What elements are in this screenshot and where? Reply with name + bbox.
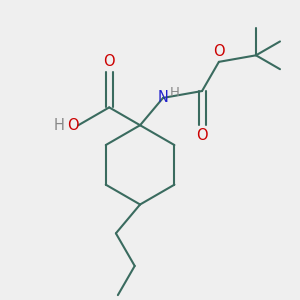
Text: O: O	[67, 118, 78, 133]
Text: N: N	[158, 90, 169, 105]
Text: H: H	[170, 86, 180, 100]
Text: O: O	[213, 44, 225, 59]
Text: O: O	[103, 54, 115, 69]
Text: O: O	[196, 128, 208, 143]
Text: H: H	[54, 118, 64, 133]
